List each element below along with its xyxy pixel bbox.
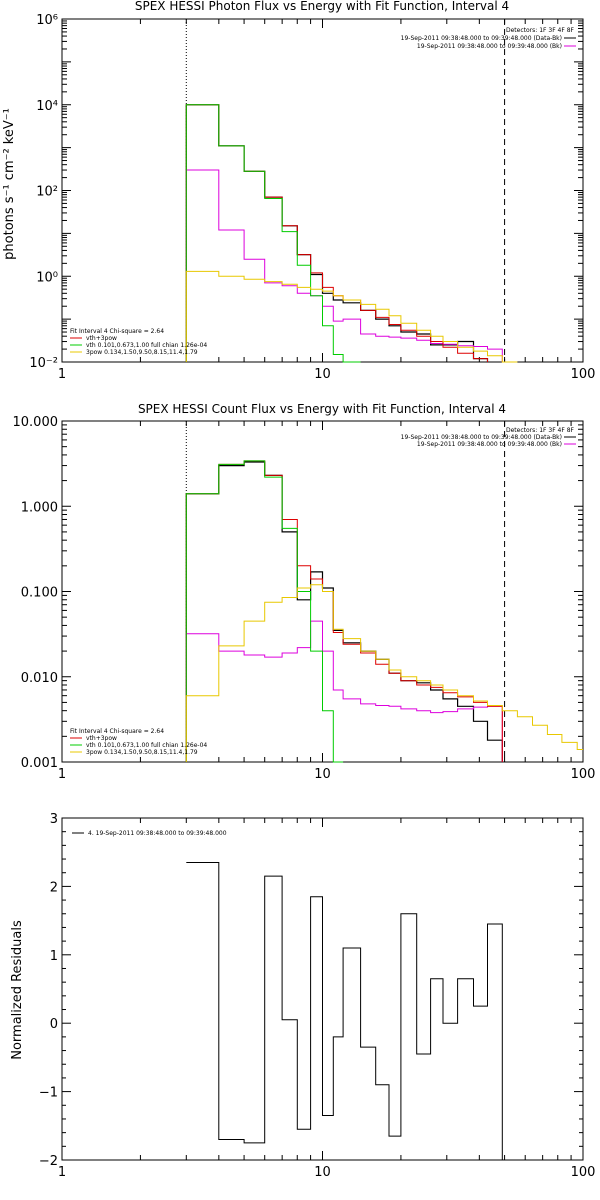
photon-flux-series-vth bbox=[185, 104, 361, 363]
residuals-legend: 4. 19-Sep-2011 09:38:48.000 to 09:39:48.… bbox=[72, 830, 227, 837]
count-flux-y-tick-label: 0.001 bbox=[21, 756, 58, 771]
residuals-plot-area: 1 10 100 −2 −1 0 1 2 3 bbox=[39, 812, 596, 1180]
photon-flux-series-3pow bbox=[185, 270, 518, 363]
count-flux-detectors-label: Detectors: 1F 3F 4F 8F bbox=[506, 427, 575, 434]
photon-flux-legend-vth: vth 0.101,0.673,1.00 full chian 1.26e-04 bbox=[86, 342, 207, 349]
residuals-y-tick-label: 2 bbox=[50, 880, 58, 895]
count-flux-y-tick-label: 0.010 bbox=[21, 671, 58, 686]
photon-flux-legend-vth3pow: vth+3pow bbox=[86, 335, 117, 342]
residuals-x-tick-label: 100 bbox=[571, 1165, 596, 1180]
count-flux-legend-data-bk: 19-Sep-2011 09:38:48.000 to 09:39:48.000… bbox=[401, 434, 562, 441]
count-flux-series-vth bbox=[185, 460, 344, 763]
count-flux-legend-bottomleft: Fit Interval 4 Chi-square = 2.64 vth+3po… bbox=[70, 728, 207, 756]
count-flux-legend-vth: vth 0.101,0.673,1.00 full chian 1.26e-04 bbox=[86, 742, 207, 749]
residuals-legend-label: 4. 19-Sep-2011 09:38:48.000 to 09:39:48.… bbox=[88, 830, 227, 837]
residuals-y-tick-label: 0 bbox=[50, 1017, 58, 1032]
photon-flux-legend-bottomleft: Fit Interval 4 Chi-square = 2.64 vth+3po… bbox=[70, 328, 207, 356]
photon-flux-detectors-label: Detectors: 1F 3F 4F 8F bbox=[506, 27, 575, 34]
count-flux-x-tick-label: 100 bbox=[571, 767, 596, 782]
count-flux-x-tick-label: 10 bbox=[314, 767, 331, 782]
count-flux-legend-bk: 19-Sep-2011 09:38:48.000 to 09:39:48.000… bbox=[417, 441, 562, 448]
count-flux-legend-3pow: 3pow 0.134,1.50,9.50,8.15,11.4,1.79 bbox=[86, 749, 198, 756]
photon-flux-legend-data-bk: 19-Sep-2011 09:38:48.000 to 09:39:48.000… bbox=[401, 35, 562, 42]
residuals-y-axis-label: Normalized Residuals bbox=[10, 920, 25, 1060]
photon-flux-plot-area: 1 10 100 10⁻² 10⁰ 10² 10⁴ 10⁶ bbox=[29, 13, 595, 382]
count-flux-legend-topright: Detectors: 1F 3F 4F 8F 19-Sep-2011 09:38… bbox=[401, 427, 576, 448]
photon-flux-legend-topright: Detectors: 1F 3F 4F 8F 19-Sep-2011 09:38… bbox=[401, 27, 576, 50]
count-flux-plot-area: 1 10 100 0.001 0.010 0.100 1.000 10.000 bbox=[13, 415, 596, 782]
residuals-y-tick-label: 1 bbox=[50, 949, 58, 964]
photon-flux-panel: SPEX HESSI Photon Flux vs Energy with Fi… bbox=[2, 0, 595, 382]
residuals-y-tick-label: −2 bbox=[39, 1154, 58, 1169]
residuals-x-tick-label: 1 bbox=[58, 1165, 66, 1180]
count-flux-y-tick-label: 0.100 bbox=[21, 586, 58, 601]
count-flux-series-3pow bbox=[185, 584, 583, 762]
residuals-panel: Normalized Residuals 1 10 100 −2 −1 0 1 2 3 4. 1… bbox=[10, 812, 595, 1180]
residuals-y-tick-label: 3 bbox=[50, 812, 58, 827]
count-flux-series-bk bbox=[185, 620, 503, 762]
photon-flux-legend-3pow: 3pow 0.134,1.50,9.50,8.15,11.4,1.79 bbox=[86, 349, 198, 356]
photon-flux-y-tick-label: 10⁰ bbox=[36, 270, 58, 285]
count-flux-x-tick-label: 1 bbox=[58, 767, 66, 782]
photon-flux-x-tick-label: 1 bbox=[58, 367, 66, 382]
photon-flux-title: SPEX HESSI Photon Flux vs Energy with Fi… bbox=[135, 0, 509, 13]
photon-flux-y-tick-label: 10⁴ bbox=[36, 99, 58, 114]
count-flux-panel: SPEX HESSI Count Flux vs Energy with Fit… bbox=[13, 402, 596, 782]
residuals-y-tick-label: −1 bbox=[39, 1086, 58, 1101]
count-flux-legend-vth3pow: vth+3pow bbox=[86, 735, 117, 742]
photon-flux-y-axis-label: photons s⁻¹ cm⁻² keV⁻¹ bbox=[2, 108, 17, 260]
photon-flux-y-tick-label: 10⁶ bbox=[36, 13, 58, 28]
photon-flux-y-tick-label: 10² bbox=[36, 185, 58, 200]
count-flux-title: SPEX HESSI Count Flux vs Energy with Fit… bbox=[138, 402, 506, 416]
residuals-series-4-19-sep-2011-09-38-48-000-to-09-39-48-000 bbox=[186, 862, 503, 1160]
count-flux-y-tick-label: 10.000 bbox=[13, 415, 59, 430]
photon-flux-x-tick-label: 10 bbox=[314, 367, 331, 382]
photon-flux-x-tick-label: 100 bbox=[571, 367, 596, 382]
photon-flux-legend-bk: 19-Sep-2011 09:38:48.000 to 09:39:48.000… bbox=[417, 43, 562, 50]
photon-flux-fit-interval-label: Fit Interval 4 Chi-square = 2.64 bbox=[70, 328, 164, 335]
count-flux-y-tick-label: 1.000 bbox=[21, 500, 58, 515]
count-flux-fit-interval-label: Fit Interval 4 Chi-square = 2.64 bbox=[70, 728, 164, 735]
residuals-x-tick-label: 10 bbox=[314, 1165, 331, 1180]
photon-flux-y-tick-label: 10⁻² bbox=[29, 356, 58, 371]
